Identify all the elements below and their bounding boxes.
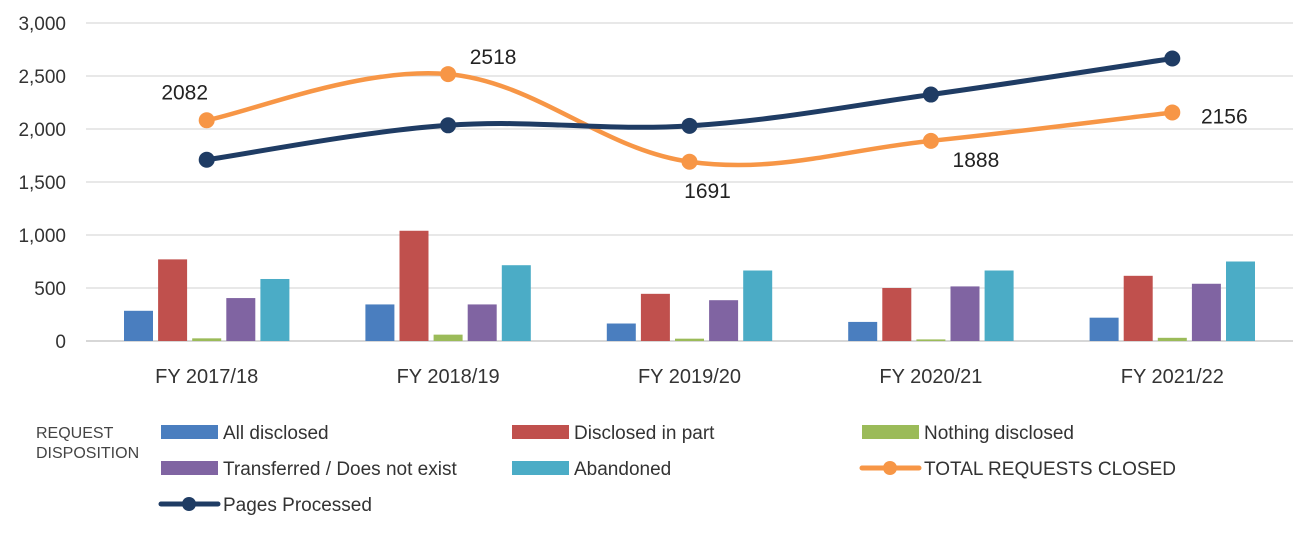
bar <box>433 334 463 341</box>
legend-item: Disclosed in part <box>512 423 715 444</box>
bar <box>1191 283 1221 341</box>
y-tick-label: 3,000 <box>18 14 66 35</box>
bars <box>124 230 1255 341</box>
x-category-label: FY 2019/20 <box>638 366 741 388</box>
x-axis-categories: FY 2017/18 FY 2018/19 FY 2019/20 FY 2020/21… <box>155 366 1224 388</box>
data-label: 2082 <box>161 81 208 104</box>
legend-item: Transferred / Does not exist <box>161 459 457 480</box>
data-label: 1691 <box>684 180 731 203</box>
line-marker <box>198 112 215 129</box>
y-tick-label: 2,000 <box>18 120 66 141</box>
legend-item: TOTAL REQUESTS CLOSED <box>859 459 1176 480</box>
legend: REQUEST DISPOSITION All disclosed Disclos… <box>36 423 1176 516</box>
data-label: 2518 <box>470 46 517 69</box>
legend-title-line1: REQUEST <box>36 425 114 442</box>
data-label: 1888 <box>953 149 1000 172</box>
bar <box>192 338 222 341</box>
line-marker <box>681 117 698 134</box>
data-label: 2156 <box>1201 105 1248 128</box>
line-marker <box>198 151 215 168</box>
legend-swatch-marker <box>883 461 897 475</box>
bar <box>399 230 429 341</box>
line-pages-processed <box>204 56 1175 163</box>
y-tick-label: 1,500 <box>18 173 66 194</box>
bar <box>743 270 773 341</box>
legend-label: Nothing disclosed <box>924 423 1074 444</box>
bar <box>675 338 704 341</box>
bar <box>606 323 636 341</box>
bar <box>158 259 188 341</box>
legend-label: Pages Processed <box>223 495 372 516</box>
line-marker <box>922 132 939 149</box>
bar <box>984 270 1014 341</box>
y-axis-ticks: 0 500 1,000 1,500 2,000 2,500 3,000 <box>18 14 66 353</box>
legend-swatch <box>512 461 569 475</box>
bar <box>950 286 980 341</box>
bar <box>848 321 878 341</box>
bar <box>1123 275 1153 341</box>
bar <box>1157 337 1187 341</box>
line-marker <box>922 86 939 103</box>
legend-label: All disclosed <box>223 423 329 444</box>
legend-swatch <box>862 425 919 439</box>
legend-swatch <box>161 425 218 439</box>
y-tick-label: 500 <box>34 279 66 300</box>
bar <box>1226 261 1255 341</box>
bar <box>467 304 497 341</box>
x-category-label: FY 2017/18 <box>155 366 258 388</box>
y-tick-label: 0 <box>55 332 66 353</box>
line-marker <box>440 66 457 83</box>
legend-title-line2: DISPOSITION <box>36 445 139 462</box>
line-marker <box>1164 50 1181 67</box>
bar <box>640 293 670 341</box>
legend-label: Abandoned <box>574 459 671 480</box>
legend-label: TOTAL REQUESTS CLOSED <box>924 459 1176 480</box>
bar <box>882 288 912 341</box>
legend-label: Disclosed in part <box>574 423 715 444</box>
y-tick-label: 1,000 <box>18 226 66 247</box>
legend-swatch-marker <box>182 497 196 511</box>
bar <box>260 278 290 341</box>
x-category-label: FY 2020/21 <box>879 366 982 388</box>
line-marker <box>440 117 457 134</box>
legend-swatch <box>161 461 218 475</box>
line-marker <box>681 153 698 170</box>
bar <box>226 298 256 341</box>
legend-item: Pages Processed <box>158 495 372 516</box>
bar <box>365 304 395 341</box>
legend-swatch <box>512 425 569 439</box>
legend-label: Transferred / Does not exist <box>223 459 457 480</box>
bar <box>124 310 153 341</box>
bar <box>709 300 739 341</box>
legend-item: Abandoned <box>512 459 671 480</box>
y-tick-label: 2,500 <box>18 67 66 88</box>
bar <box>916 339 946 341</box>
bar <box>1089 317 1119 341</box>
line-marker <box>1164 104 1181 121</box>
lines: 2082 2518 1691 1888 2156 <box>161 46 1247 203</box>
legend-item: Nothing disclosed <box>862 423 1074 444</box>
x-category-label: FY 2018/19 <box>397 366 500 388</box>
x-category-label: FY 2021/22 <box>1121 366 1224 388</box>
bar <box>501 265 531 341</box>
legend-item: All disclosed <box>161 423 329 444</box>
